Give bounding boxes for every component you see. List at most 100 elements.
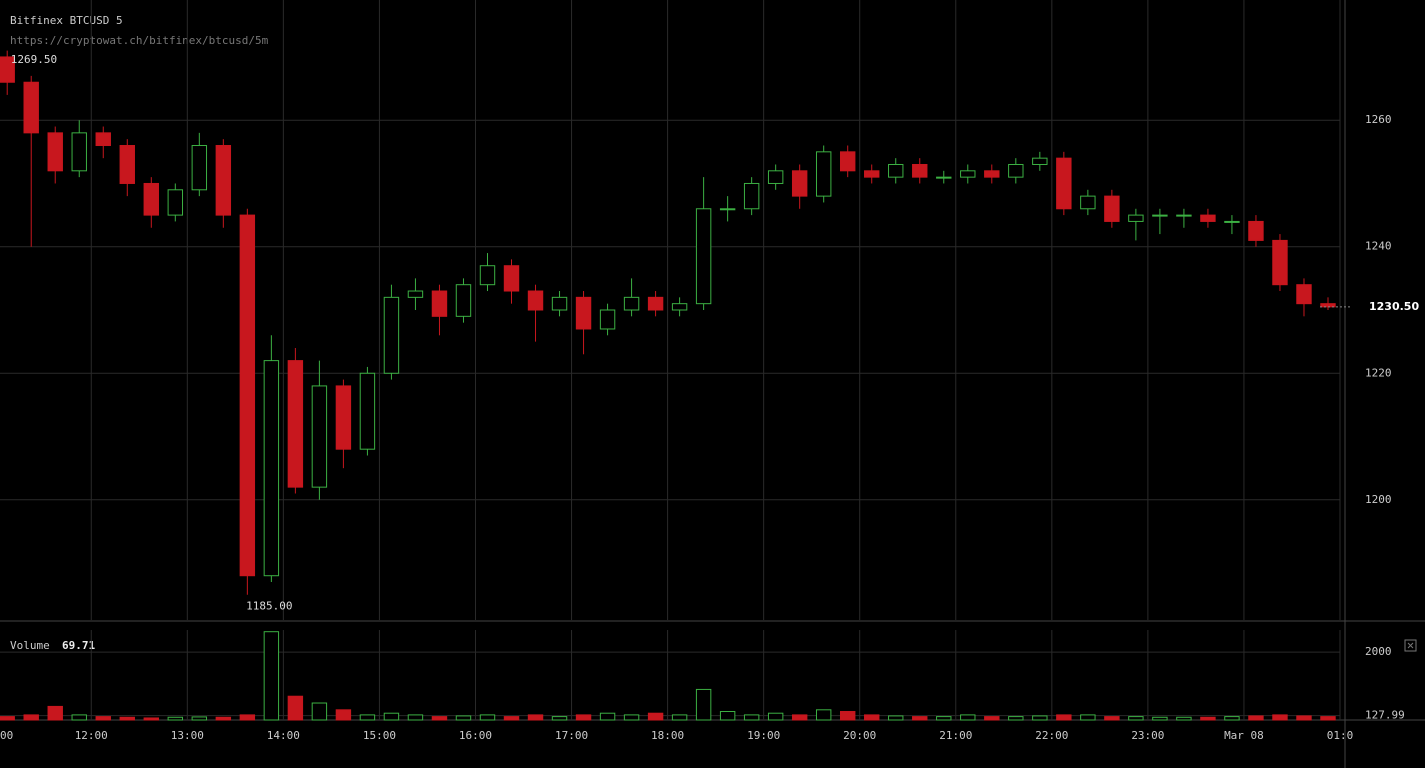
close-icon bbox=[1407, 642, 1414, 649]
volume-bar bbox=[1056, 714, 1072, 721]
volume-bar bbox=[815, 709, 832, 721]
price-annotation: 1269.50 bbox=[11, 53, 57, 66]
chart-subtitle: https://cryptowat.ch/bitfinex/btcusd/5m bbox=[10, 34, 269, 47]
x-tick-label: 01:0 bbox=[1327, 729, 1354, 742]
x-tick-label: 19:00 bbox=[747, 729, 780, 742]
volume-bar bbox=[695, 688, 712, 721]
volume-bar bbox=[23, 714, 39, 721]
volume-bar bbox=[383, 712, 400, 721]
chart-title: Bitfinex BTCUSD 5 bbox=[10, 14, 123, 27]
candle-body bbox=[623, 296, 640, 311]
candle-body bbox=[239, 214, 256, 577]
volume-bar bbox=[263, 631, 280, 721]
volume-bar bbox=[864, 714, 880, 721]
candle-body bbox=[191, 145, 208, 191]
volume-bar bbox=[984, 716, 1000, 721]
volume-bar bbox=[431, 716, 448, 721]
candle-body bbox=[359, 372, 376, 450]
candle-body bbox=[1176, 214, 1192, 217]
volume-bar bbox=[1248, 715, 1264, 721]
volume-bar bbox=[960, 714, 976, 721]
candle-body bbox=[719, 208, 736, 211]
x-tick-label: 21:00 bbox=[939, 729, 972, 742]
candle-body bbox=[1104, 195, 1120, 222]
volume-bar bbox=[551, 716, 568, 721]
volume-bar bbox=[1296, 715, 1312, 721]
candle-body bbox=[1248, 220, 1264, 241]
volume-bar bbox=[1152, 716, 1168, 721]
volume-bar bbox=[191, 716, 208, 721]
candle-body bbox=[671, 303, 688, 311]
candle-body bbox=[960, 170, 976, 178]
candle-body bbox=[503, 265, 520, 292]
volume-bar bbox=[479, 714, 496, 721]
candle-body bbox=[383, 296, 400, 374]
volume-bar bbox=[1032, 715, 1048, 721]
volume-bar bbox=[1320, 716, 1336, 721]
candle-body bbox=[1128, 214, 1144, 222]
candle-body bbox=[455, 284, 472, 317]
volume-bar bbox=[47, 705, 63, 721]
volume-bar bbox=[311, 702, 328, 721]
candle-body bbox=[743, 182, 760, 210]
volume-bar bbox=[71, 714, 87, 721]
volume-bar bbox=[719, 711, 736, 721]
candle-body bbox=[791, 170, 808, 197]
x-tick-label: 17:00 bbox=[555, 729, 588, 742]
volume-bar bbox=[95, 716, 111, 721]
volume-bar bbox=[287, 695, 304, 721]
candle-body bbox=[1032, 157, 1048, 165]
volume-bar bbox=[239, 714, 256, 721]
close-button[interactable] bbox=[1404, 639, 1417, 652]
volume-bar bbox=[167, 716, 184, 721]
candle-body bbox=[287, 360, 304, 488]
volume-bar bbox=[527, 714, 544, 721]
candle-body bbox=[767, 170, 784, 184]
candle-body bbox=[864, 170, 880, 178]
y-tick-label: 1240 bbox=[1365, 240, 1392, 253]
candle-body bbox=[215, 145, 232, 216]
volume-bar bbox=[143, 717, 159, 721]
candle-body bbox=[1080, 195, 1096, 210]
candle-body bbox=[311, 385, 328, 488]
candle-body bbox=[815, 151, 832, 197]
candle-body bbox=[479, 265, 496, 286]
candle-body bbox=[647, 296, 664, 311]
candle-body bbox=[23, 81, 39, 134]
x-tick-label: 20:00 bbox=[843, 729, 876, 742]
candle-body bbox=[71, 132, 87, 172]
volume-bar bbox=[1080, 714, 1096, 721]
volume-bar bbox=[1176, 716, 1192, 721]
volume-bar bbox=[575, 714, 592, 721]
candle-body bbox=[1296, 284, 1312, 305]
volume-bar bbox=[1272, 714, 1288, 721]
candle-body bbox=[95, 132, 111, 147]
y-tick-label: 1220 bbox=[1365, 366, 1392, 379]
volume-bar bbox=[119, 716, 135, 721]
candle-body bbox=[888, 163, 904, 178]
volume-last: 69.71 bbox=[62, 639, 95, 652]
volume-bar bbox=[743, 714, 760, 721]
candle-body bbox=[47, 132, 63, 172]
volume-bar bbox=[623, 714, 640, 721]
volume-bar bbox=[1224, 716, 1240, 721]
candle-body bbox=[695, 208, 712, 305]
candle-body bbox=[1224, 220, 1240, 223]
volume-bar bbox=[215, 716, 232, 721]
candle-body bbox=[1320, 303, 1336, 308]
volume-bar bbox=[335, 709, 352, 721]
x-tick-label: 14:00 bbox=[267, 729, 300, 742]
volume-bar bbox=[359, 714, 376, 721]
volume-bar bbox=[791, 714, 808, 721]
candle-body bbox=[936, 176, 952, 179]
x-tick-label: 23:00 bbox=[1131, 729, 1164, 742]
price-annotation: 1185.00 bbox=[246, 600, 292, 613]
volume-bar bbox=[1008, 716, 1024, 721]
candle-body bbox=[527, 290, 544, 311]
volume-bar bbox=[1200, 716, 1216, 721]
volume-bar bbox=[455, 715, 472, 721]
last-price-label: 1230.50 bbox=[1369, 300, 1419, 313]
y-tick-label: 127.99 bbox=[1365, 709, 1405, 722]
candle-body bbox=[263, 360, 280, 577]
